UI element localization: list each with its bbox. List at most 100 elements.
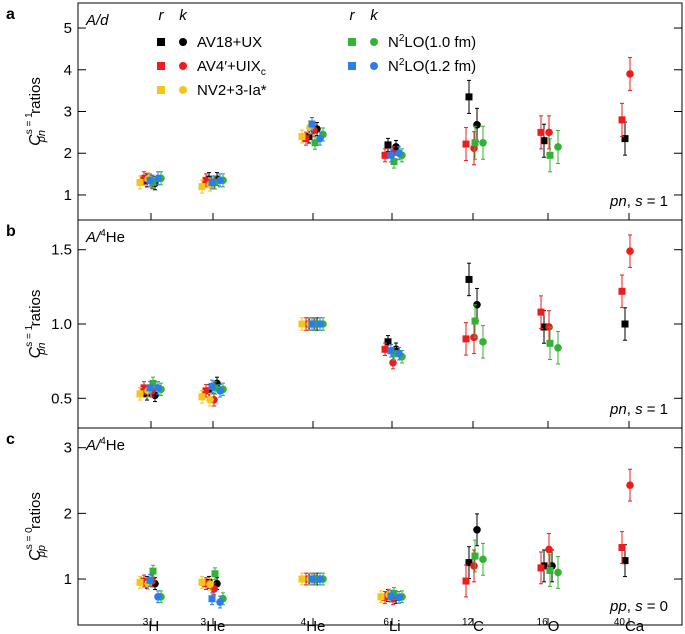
data-point-square (540, 137, 548, 145)
y-tick-label: 2 (64, 145, 72, 162)
legend-label: AV4′+UIXc (197, 58, 266, 78)
data-point-circle (626, 70, 634, 78)
data-point-square (384, 141, 392, 149)
x-tick-label: 16O (537, 617, 560, 634)
data-point-square (136, 578, 144, 586)
data-point-circle (473, 121, 481, 129)
data-point-square (202, 176, 210, 184)
x-tick-label: 3H (143, 617, 159, 634)
data-point-square (381, 593, 389, 601)
legend-label: N2LO(1.0 fm) (388, 33, 476, 51)
data-point-square (465, 275, 473, 283)
data-point-square (311, 139, 319, 147)
data-point-square (302, 135, 310, 143)
y-tick-label: 1.0 (51, 316, 72, 333)
legend-label: NV2+3-Ia* (197, 82, 267, 99)
data-point-square (136, 390, 144, 398)
legend-square (157, 38, 165, 46)
data-point-circle (154, 174, 162, 183)
legend-circle (179, 62, 187, 70)
data-point-square (302, 575, 310, 583)
data-point-circle (216, 387, 224, 395)
data-point-square (377, 593, 385, 601)
data-point-square (146, 384, 154, 392)
data-point-square (537, 308, 545, 316)
data-point-circle (473, 525, 481, 534)
y-tick-label: 1 (64, 187, 72, 204)
normalization-label: A/d (85, 12, 109, 29)
data-point-circle (479, 338, 487, 346)
y-tick-label: 1 (64, 571, 72, 588)
data-point-circle (395, 349, 403, 358)
data-point-circle (626, 481, 634, 489)
data-point-circle (154, 384, 162, 392)
y-tick-label: 1.5 (51, 242, 72, 259)
data-point-square (546, 339, 554, 347)
y-axis-label: Cs = 1pn ratios (24, 290, 48, 359)
y-tick-label: 5 (64, 20, 72, 37)
data-point-square (146, 176, 154, 184)
data-point-square (208, 595, 216, 603)
data-point-circle (316, 134, 324, 143)
pair-annotation: pp, s = 0 (609, 598, 668, 615)
data-point-square (308, 320, 316, 328)
panel-label: a (6, 6, 15, 23)
data-point-square (298, 133, 306, 141)
data-point-square (387, 592, 395, 600)
pair-annotation: pn, s = 1 (609, 401, 668, 418)
data-point-square (308, 120, 316, 128)
data-point-square (462, 140, 470, 148)
y-axis-label: Cs = 0pp ratios (24, 492, 48, 561)
data-point-circle (626, 247, 634, 255)
legend-label: N2LO(1.2 fm) (388, 57, 476, 75)
legend-square (348, 62, 356, 70)
data-point-square (302, 320, 310, 328)
data-point-circle (316, 320, 324, 328)
data-point-square (202, 387, 210, 395)
x-tick-label: 4He (301, 617, 326, 634)
normalization-label: A/4He (85, 436, 125, 454)
data-point-square (387, 347, 395, 355)
data-point-square (298, 320, 306, 328)
data-point-square (298, 575, 306, 583)
legend-circle (370, 62, 378, 70)
y-axis-label: Cs = 1pn ratios (24, 77, 48, 146)
x-tick-label: 6Li (383, 617, 400, 634)
legend-header-k: k (370, 7, 379, 24)
data-point-square (537, 564, 545, 572)
data-point-square (149, 567, 157, 575)
data-point-square (618, 287, 626, 295)
data-point-circle (479, 138, 487, 147)
data-point-square (546, 566, 554, 574)
y-tick-label: 2 (64, 505, 72, 522)
data-point-circle (395, 149, 403, 158)
data-point-square (308, 575, 316, 583)
data-point-square (387, 151, 395, 159)
data-point-square (198, 578, 206, 586)
data-point-square (136, 178, 144, 186)
y-tick-label: 0.5 (51, 390, 72, 407)
data-point-square (390, 158, 398, 166)
legend-square (157, 62, 165, 70)
data-point-square (381, 345, 389, 353)
legend-label: AV18+UX (197, 34, 262, 51)
data-point-square (198, 393, 206, 401)
data-point-square (140, 384, 148, 392)
legend-circle (179, 86, 187, 94)
data-point-square (618, 116, 626, 124)
data-point-square (140, 174, 148, 182)
legend-circle (179, 38, 187, 46)
data-point-square (621, 135, 629, 143)
data-point-circle (392, 143, 400, 151)
normalization-label: A/4He (85, 228, 125, 246)
x-tick-label: 3He (201, 617, 226, 634)
data-point-circle (470, 144, 478, 153)
data-point-square (208, 178, 216, 186)
data-point-square (462, 335, 470, 343)
data-point-square (384, 338, 392, 346)
data-point-square (540, 323, 548, 331)
data-point-square (149, 379, 157, 387)
data-point-circle (154, 592, 162, 601)
plot-frame (77, 2, 683, 626)
